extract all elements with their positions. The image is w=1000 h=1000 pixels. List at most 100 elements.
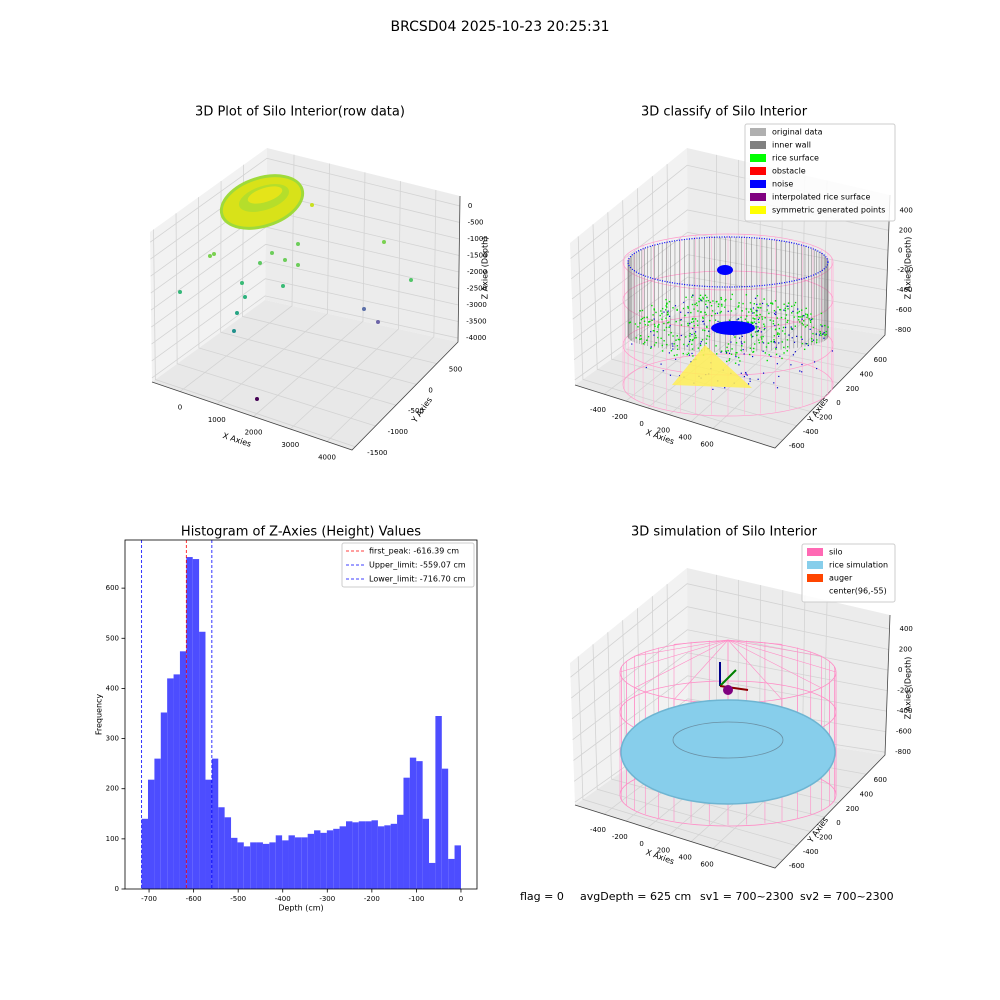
- rice-point: [799, 316, 801, 318]
- rice-point: [802, 324, 804, 326]
- noise-point: [668, 315, 671, 317]
- rice-point: [694, 334, 697, 337]
- noise-point: [773, 340, 776, 343]
- grid-line: [216, 163, 330, 405]
- footer-text: flag = 0: [520, 890, 564, 903]
- bar: [352, 822, 359, 889]
- rice-point: [750, 310, 753, 312]
- rice-point: [714, 312, 716, 315]
- point: [255, 397, 259, 401]
- noise-point: [680, 319, 682, 321]
- y-tick-label: -400: [803, 848, 819, 856]
- rice-point: [804, 326, 807, 328]
- rice-point: [756, 314, 758, 317]
- auger-axis: [719, 669, 737, 687]
- bar: [307, 833, 315, 889]
- footer-text: sv2 = 700~2300: [800, 890, 894, 903]
- rice-point: [787, 319, 789, 322]
- noise-point: [809, 328, 811, 330]
- noise-point: [699, 343, 702, 345]
- grid-line: [592, 644, 797, 847]
- x-tick-label: 3000: [281, 441, 299, 449]
- z-tick-label: -3500: [466, 318, 486, 326]
- rice-point: [682, 352, 684, 355]
- rice-point: [734, 336, 736, 338]
- rice-point: [753, 321, 756, 323]
- rice-point: [794, 301, 797, 304]
- point: [283, 258, 287, 262]
- rice-point: [672, 307, 674, 309]
- bar: [333, 828, 340, 889]
- x-tick-label: -700: [141, 895, 157, 903]
- rice-point: [736, 352, 738, 354]
- rice-point: [773, 335, 776, 337]
- rice-point: [758, 321, 760, 324]
- x-tick-label: 0: [459, 895, 463, 903]
- rice-point: [720, 350, 723, 352]
- grid-line: [151, 295, 459, 379]
- rice-point: [666, 306, 668, 308]
- noise-point: [740, 372, 742, 374]
- bar: [192, 559, 200, 889]
- noise-point: [822, 333, 824, 335]
- legend-swatch: [750, 206, 766, 214]
- rice-point: [660, 337, 662, 340]
- rice-point: [822, 333, 825, 335]
- rice-point: [754, 318, 756, 320]
- noise-point: [745, 371, 747, 374]
- x-tick-label: -400: [275, 895, 291, 903]
- bar: [167, 678, 174, 889]
- x-tick-label: -600: [186, 895, 202, 903]
- grid-line: [151, 243, 459, 328]
- rice-point: [679, 319, 682, 321]
- rice-point: [657, 325, 659, 327]
- noise-point: [770, 355, 772, 358]
- rice-point: [694, 318, 697, 320]
- rice-point: [643, 316, 645, 319]
- rice-point: [745, 294, 748, 296]
- rice-point: [721, 305, 723, 307]
- grid-line: [603, 154, 717, 395]
- z-tick-label: -600: [896, 306, 912, 314]
- noise-rim: [627, 236, 829, 288]
- rice-point: [644, 324, 646, 326]
- noise-point: [724, 387, 726, 389]
- rice-point: [665, 298, 667, 301]
- noise-point: [775, 313, 777, 316]
- y-tick-label: 0: [836, 819, 840, 827]
- legend-label: center(96,-55): [829, 587, 887, 596]
- rice-point: [689, 332, 691, 335]
- rice-point: [666, 311, 669, 314]
- y-tick-label: -600: [789, 862, 805, 870]
- rice-point: [720, 296, 722, 299]
- rice-point: [806, 324, 808, 326]
- rice-point: [806, 313, 809, 316]
- y-tick-label: 400: [860, 371, 873, 379]
- noise-point: [823, 337, 825, 339]
- rice-point: [797, 319, 800, 321]
- rice-point: [773, 309, 776, 312]
- bar: [282, 840, 289, 889]
- rice-point: [657, 326, 659, 328]
- rice-point: [801, 322, 803, 325]
- rice-point: [665, 309, 667, 311]
- rice-point: [783, 303, 785, 305]
- rice-point: [690, 321, 693, 323]
- noise-point: [671, 343, 673, 345]
- rice-point: [811, 340, 813, 343]
- noise-point: [745, 373, 747, 375]
- rice-point: [758, 327, 761, 330]
- rice-point: [758, 307, 760, 309]
- legend-label: symmetric generated points: [772, 206, 885, 215]
- rice-point: [748, 353, 751, 356]
- noise-point: [678, 375, 681, 377]
- rice-point: [712, 300, 714, 302]
- rice-point: [757, 306, 759, 309]
- rice-point: [705, 338, 708, 340]
- rice-point: [655, 311, 657, 314]
- rice-point: [786, 350, 788, 352]
- rice-point: [692, 320, 695, 323]
- rice-point: [756, 310, 758, 313]
- rice-point: [665, 317, 667, 319]
- noise-point: [700, 299, 702, 301]
